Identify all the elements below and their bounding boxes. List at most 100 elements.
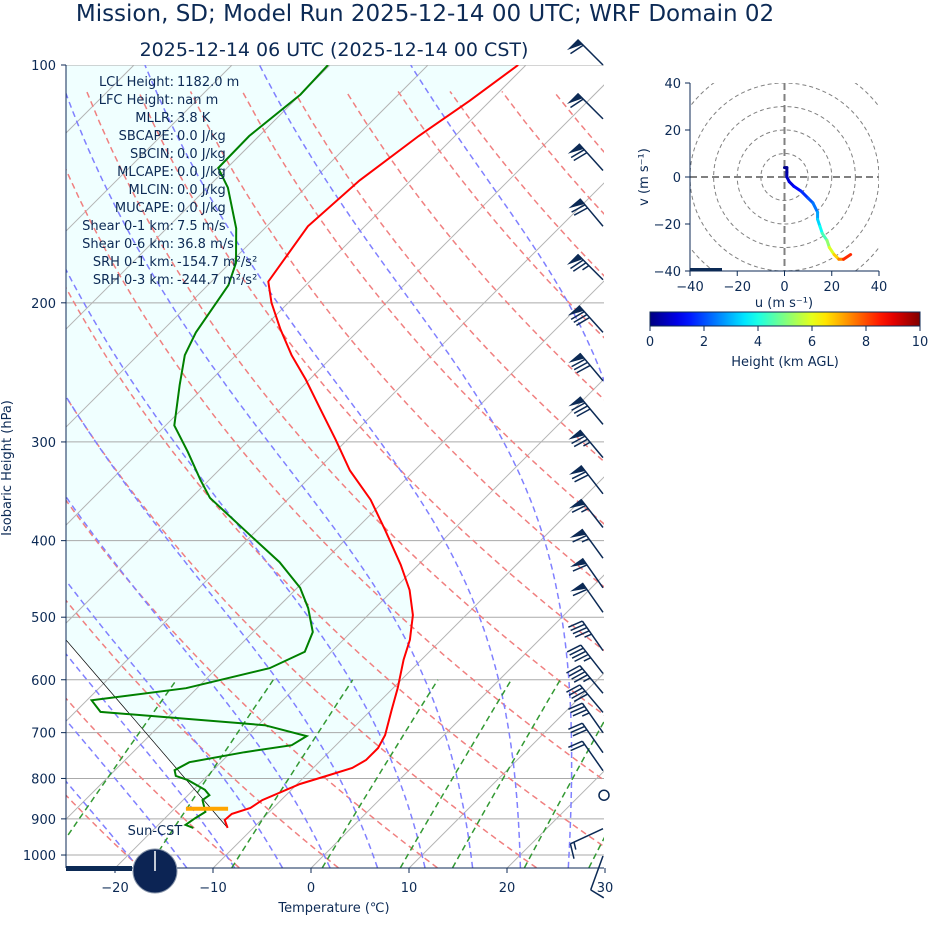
colorbar-tick-label: 2 xyxy=(700,335,708,350)
barb-shaft xyxy=(580,397,603,425)
dry-adiabat xyxy=(658,91,928,867)
dry-adiabat xyxy=(606,91,928,867)
stat-label: MLCIN: xyxy=(129,183,174,198)
wind-barb xyxy=(568,723,603,752)
colorbar-tick-label: 0 xyxy=(646,335,654,350)
x-tick-label: −20 xyxy=(101,881,128,896)
wind-barb xyxy=(568,144,603,171)
stat-value: 0.0 J/kg xyxy=(177,201,226,216)
hodograph-bar xyxy=(690,268,722,271)
stat-label: SRH 0-3 km: xyxy=(93,273,174,288)
dry-adiabat xyxy=(294,91,928,867)
barb-half xyxy=(582,713,589,716)
hodograph-segment xyxy=(813,203,818,212)
stat-label: Shear 0-6 km: xyxy=(82,237,174,252)
hodograph-x-tick-label: 0 xyxy=(780,280,788,295)
barb-shaft xyxy=(581,645,603,673)
barb-half xyxy=(574,842,576,849)
barb-half xyxy=(582,266,588,270)
barb-shaft xyxy=(582,583,603,612)
isotherm xyxy=(409,65,928,868)
hodograph-y-tick-label: −40 xyxy=(654,265,681,280)
calm-circle xyxy=(599,790,609,800)
barb-half xyxy=(585,634,592,637)
mixing-ratio-line xyxy=(589,680,688,868)
hodograph-y-tick-label: 40 xyxy=(664,77,681,92)
x-tick-label: 30 xyxy=(597,881,614,896)
stat-label: SRH 0-1 km: xyxy=(93,255,174,270)
barb-full xyxy=(573,263,586,271)
barb-shaft xyxy=(581,499,603,527)
isotherm xyxy=(605,65,928,868)
y-tick-label: 1000 xyxy=(23,849,56,864)
isotherm xyxy=(311,65,928,868)
stat-value: 1182.0 m xyxy=(177,75,239,90)
wind-barb xyxy=(570,529,603,558)
hodograph-y-tick-label: 0 xyxy=(673,171,681,186)
barb-shaft xyxy=(582,558,603,587)
dry-adiabat xyxy=(761,91,928,867)
y-tick-label: 300 xyxy=(31,436,56,451)
hodograph-x-tick-label: 40 xyxy=(871,280,888,295)
wind-barb xyxy=(567,254,603,279)
y-tick-label: 700 xyxy=(31,727,56,742)
y-tick-label: 800 xyxy=(31,772,56,787)
hodograph-trace xyxy=(785,168,851,260)
wind-barb xyxy=(567,40,603,65)
colorbar-tick-label: 4 xyxy=(754,335,762,350)
sun-label: Sun-CST xyxy=(128,824,183,839)
y-tick-label: 500 xyxy=(31,611,56,626)
x-tick-label: 0 xyxy=(307,881,315,896)
barb-shaft xyxy=(580,199,603,227)
colorbar xyxy=(650,312,920,326)
stat-label: LFC Height: xyxy=(99,93,174,108)
figure-title: Mission, SD; Model Run 2025-12-14 00 UTC… xyxy=(76,1,774,27)
hodograph-y-tick-label: −20 xyxy=(654,218,681,233)
isotherm xyxy=(703,65,928,868)
barb-full xyxy=(570,844,574,859)
x-tick-label: 20 xyxy=(499,881,516,896)
hodograph-y-tick-label: 20 xyxy=(664,124,681,139)
mixing-ratio-line xyxy=(636,680,732,868)
colorbar-tick-label: 10 xyxy=(912,335,928,350)
barb-half xyxy=(584,658,591,661)
x-tick-label: 10 xyxy=(401,881,418,896)
x-axis-label: Temperature (℃) xyxy=(277,901,389,916)
isotherm xyxy=(801,65,928,868)
dry-adiabat xyxy=(502,91,928,867)
wind-barb xyxy=(567,93,603,118)
clock-icon xyxy=(133,849,177,893)
wind-barb xyxy=(568,199,603,227)
hodograph-x-tick-label: −20 xyxy=(724,280,751,295)
y-axis-label: Isobaric Height (hPa) xyxy=(0,400,15,536)
y-tick-label: 600 xyxy=(31,674,56,689)
barb-shaft xyxy=(579,306,603,333)
wind-barb xyxy=(570,829,603,859)
wind-barb xyxy=(568,430,603,458)
surface-bar xyxy=(66,866,132,871)
stat-value: 0.0 J/kg xyxy=(177,129,226,144)
wind-barb xyxy=(569,499,603,527)
figure-subtitle: 2025-12-14 06 UTC (2025-12-14 00 CST) xyxy=(140,39,529,61)
moist-adiabat xyxy=(411,65,638,868)
y-tick-label: 400 xyxy=(31,535,56,550)
stat-value: 0.0 J/kg xyxy=(177,147,226,162)
dry-adiabat xyxy=(813,91,928,867)
moist-adiabat xyxy=(713,65,838,868)
stat-label: SBCAPE: xyxy=(119,129,174,144)
colorbar-tick-label: 8 xyxy=(862,335,870,350)
barb-shaft xyxy=(580,353,603,381)
stat-value: 0.0 J/kg xyxy=(177,183,226,198)
x-tick-label: −10 xyxy=(199,881,226,896)
wind-barb xyxy=(570,583,603,612)
wind-barb xyxy=(568,353,603,381)
dry-adiabat xyxy=(709,91,928,867)
wind-barb xyxy=(599,790,609,800)
moist-adiabat xyxy=(610,65,724,868)
stat-value: -244.7 m²/s² xyxy=(177,273,257,288)
stat-value: 3.8 K xyxy=(177,111,211,126)
hodograph-segment xyxy=(844,255,851,260)
